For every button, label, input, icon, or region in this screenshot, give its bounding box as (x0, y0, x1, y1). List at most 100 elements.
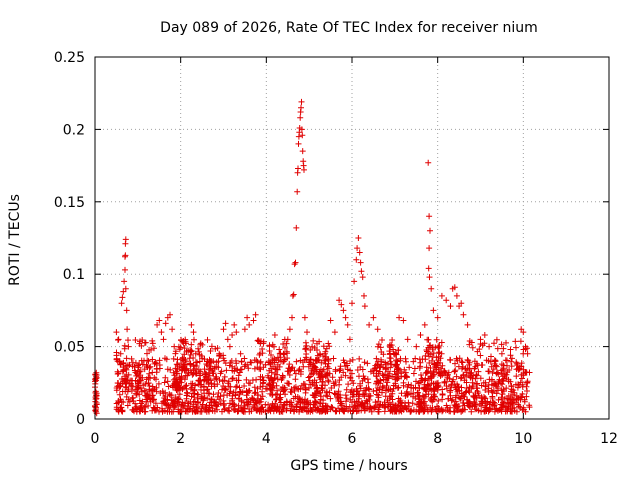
data-point (522, 408, 529, 415)
data-point (198, 386, 204, 393)
data-point (141, 339, 148, 346)
data-point (400, 317, 407, 324)
data-point (426, 213, 433, 220)
data-point (433, 366, 440, 373)
data-point (496, 378, 503, 385)
data-point (287, 388, 294, 395)
data-point (181, 345, 188, 352)
data-point (149, 337, 156, 344)
data-point (363, 390, 369, 397)
data-point (122, 252, 129, 259)
data-point (295, 386, 302, 393)
data-point (164, 378, 171, 385)
data-point (438, 339, 445, 346)
data-point (404, 388, 410, 395)
data-point (526, 402, 533, 409)
data-point (447, 303, 454, 310)
data-point (195, 408, 201, 415)
data-point (244, 314, 251, 321)
data-point (476, 346, 483, 353)
data-point (125, 386, 132, 393)
data-point (334, 391, 341, 398)
data-point (343, 360, 350, 367)
data-point (513, 393, 520, 399)
data-point (424, 336, 431, 343)
data-point (319, 403, 326, 410)
data-point (313, 385, 320, 392)
data-point (434, 361, 441, 367)
data-point (189, 371, 196, 378)
data-point (461, 393, 468, 400)
data-point (436, 343, 443, 349)
data-point (234, 408, 241, 415)
data-point (524, 388, 530, 394)
data-point (290, 395, 297, 402)
data-point (462, 406, 468, 413)
data-point (423, 402, 430, 409)
data-point (438, 365, 445, 372)
data-point (155, 380, 162, 387)
data-point (523, 393, 530, 400)
data-point (185, 369, 192, 376)
data-point (281, 351, 288, 358)
data-point (132, 377, 139, 384)
data-point (217, 393, 224, 400)
data-point (394, 358, 401, 365)
data-point (347, 396, 354, 403)
data-point (280, 402, 287, 409)
data-point (303, 356, 310, 363)
data-point (524, 350, 531, 357)
data-point (204, 336, 211, 343)
data-point (487, 358, 494, 365)
data-point (356, 355, 363, 362)
data-point (273, 396, 280, 402)
data-point (231, 401, 238, 408)
data-point (374, 326, 381, 333)
data-point (118, 398, 125, 405)
data-point (405, 381, 412, 388)
data-point (151, 374, 158, 381)
data-point (437, 372, 444, 379)
data-point (425, 159, 432, 166)
data-point (305, 374, 312, 381)
data-point (164, 396, 171, 403)
data-point (220, 326, 227, 333)
data-point (138, 388, 145, 395)
data-point (390, 346, 397, 353)
data-point (459, 364, 466, 370)
data-point (377, 344, 384, 351)
data-point (165, 402, 172, 409)
data-point (374, 391, 380, 398)
data-point (123, 307, 130, 314)
data-point (246, 321, 253, 328)
data-point (475, 368, 482, 375)
data-point (259, 388, 266, 395)
x-tick-label: 6 (348, 431, 357, 447)
data-point (247, 359, 254, 366)
data-point (316, 389, 323, 396)
data-point (129, 406, 136, 413)
data-point (245, 365, 252, 372)
data-point (286, 326, 293, 333)
data-point (190, 367, 197, 374)
data-point (495, 396, 502, 403)
data-point (143, 393, 150, 399)
data-point (482, 379, 489, 386)
data-point (365, 379, 372, 386)
data-point (498, 350, 505, 357)
data-point (199, 341, 206, 348)
data-point (466, 384, 473, 391)
data-point (356, 373, 362, 380)
data-point (413, 343, 420, 350)
data-point (149, 356, 156, 363)
data-point (488, 376, 495, 383)
data-point (464, 321, 471, 328)
data-point (358, 399, 365, 406)
data-point (473, 371, 480, 378)
data-point (397, 407, 404, 413)
data-point (343, 386, 350, 393)
data-point (125, 396, 132, 403)
data-point (377, 377, 384, 384)
data-point (226, 343, 233, 350)
data-point (121, 278, 128, 285)
